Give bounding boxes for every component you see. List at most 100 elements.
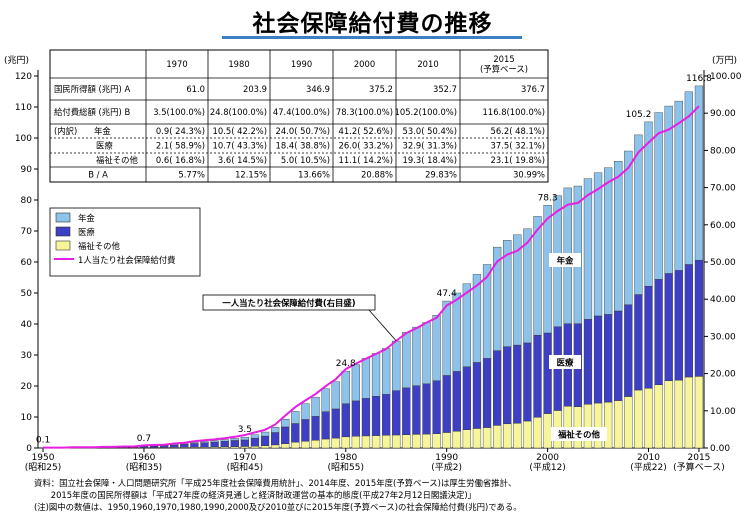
bar-medical: [442, 375, 451, 433]
bar-medical: [402, 387, 411, 435]
table-cell: 5.0( 10.5%): [281, 155, 330, 165]
bar-medical: [412, 385, 421, 435]
table-cell: 24.8(100.0%): [210, 107, 267, 117]
x-tick-label: 2010: [637, 453, 660, 463]
right-tick-label: 30.00: [710, 332, 736, 342]
right-tick-label: 80.00: [710, 146, 736, 156]
x-tick-sublabel: (昭和55): [328, 462, 364, 473]
x-tick-sublabel: (昭和45): [227, 462, 263, 473]
table-cell: 116.8(100.0%): [483, 107, 545, 117]
total-data-label: 116.8: [686, 74, 712, 84]
bar-pension: [371, 353, 381, 397]
bar-pension: [674, 100, 683, 271]
right-tick-label: 20.00: [710, 370, 736, 380]
bar-medical: [210, 441, 219, 448]
bar-welfare: [583, 404, 593, 449]
bar-medical: [170, 444, 179, 448]
bar-pension: [220, 439, 229, 442]
bar-welfare: [462, 429, 471, 449]
bar-medical: [180, 444, 189, 448]
bar-pension: [472, 274, 482, 363]
footnote-source-2: 2015年度の国民所得額は「平成27年度の経済見通しと経済財政運営の基本的態度(…: [34, 490, 477, 500]
bar-medical: [462, 366, 471, 430]
per-capita-callout-box: [202, 294, 376, 311]
x-tick-sublabel: (予算ベース): [673, 461, 725, 473]
bar-medical: [614, 310, 623, 401]
table-row-label: (内訳) 年金: [54, 126, 111, 136]
bar-medical: [432, 380, 441, 434]
bar-medical: [271, 432, 280, 446]
x-tick-sublabel: (昭和25): [25, 462, 61, 473]
bar-medical: [301, 419, 310, 442]
summary-table: 1970 1980 1990 2000 2010 2015(予算ベース) 国民所得額 (兆円…: [49, 49, 549, 183]
bar-pension: [432, 315, 441, 381]
bar-pension: [230, 438, 239, 441]
bar-pension: [604, 167, 613, 315]
callout-pointer: [368, 309, 397, 342]
table-cell: 10.5( 42.2%): [213, 126, 267, 136]
table-cell: 30.99%: [513, 170, 545, 180]
bar-pension: [271, 427, 280, 433]
bar-welfare: [674, 379, 683, 449]
bar-medical: [291, 423, 300, 443]
bar-medical: [422, 383, 431, 435]
per-capita-callout-text: 一人当たり社会保障給付費(右目盛): [222, 298, 355, 308]
total-data-label: 78.3: [538, 193, 558, 203]
bar-pension: [301, 403, 310, 420]
bar-welfare: [382, 435, 391, 449]
table-cell: 32.9( 31.3%): [403, 141, 457, 151]
table-header-cell-sub: (予算ベース): [480, 64, 528, 74]
bar-pension: [250, 434, 260, 439]
bar-pension: [321, 388, 330, 412]
x-tick-label: 1950: [32, 453, 55, 463]
bar-medical: [523, 342, 532, 422]
bar-welfare: [260, 445, 270, 449]
footnotes: 資料：国立社会保障・人口問題研究所「平成25年度社会保障費用統計」、2014年度…: [34, 477, 739, 513]
table-cell: 12.15%: [235, 170, 267, 180]
bar-welfare: [250, 445, 260, 449]
bar-welfare: [684, 376, 693, 449]
left-axis-unit: (兆円): [4, 55, 29, 66]
bars-layer: [38, 85, 704, 449]
bar-pension: [392, 340, 401, 391]
table-header-cell: 2000: [354, 59, 375, 69]
title-underline: [222, 36, 522, 39]
table-cell: 53.0( 50.4%): [403, 126, 457, 136]
bar-welfare: [422, 433, 431, 449]
bar-welfare: [664, 380, 673, 449]
footnote-source-1: 資料：国立社会保障・人口問題研究所「平成25年度社会保障費用統計」、2014年度…: [34, 478, 517, 488]
bar-pension: [543, 205, 552, 334]
right-tick-label: 70.00: [710, 184, 736, 194]
bar-pension: [351, 364, 360, 402]
bar-welfare: [371, 435, 381, 449]
table-cell: 2.1( 58.9%): [156, 141, 205, 151]
bar-medical: [543, 332, 552, 414]
bar-medical: [644, 285, 653, 389]
bar-pension: [624, 150, 633, 305]
legend-label: 医療: [78, 227, 95, 237]
bar-medical: [654, 279, 663, 385]
table-cell: 24.0( 50.7%): [276, 126, 330, 136]
bar-welfare: [361, 435, 371, 449]
bar-medical: [149, 445, 159, 448]
bar-welfare: [644, 387, 653, 449]
legend-swatch-medical: [55, 226, 71, 237]
bar-pension: [412, 326, 421, 386]
bar-medical: [311, 416, 320, 441]
bar-pension: [382, 348, 391, 395]
table-row-label: 医療: [96, 141, 113, 151]
left-tick-label: 90: [21, 165, 33, 175]
table-row-label: B / A: [88, 170, 108, 180]
bar-welfare: [593, 402, 603, 449]
bar-pension: [260, 431, 270, 437]
bar-pension: [523, 228, 532, 344]
bar-pension: [442, 300, 451, 376]
medical-region-label-bg: [549, 355, 581, 369]
bar-pension: [583, 178, 593, 320]
table-row-label: 給付費総額 (兆円) B: [54, 107, 130, 117]
bar-medical: [220, 441, 229, 448]
table-row-label: 国民所得額 (兆円) A: [54, 84, 130, 94]
bar-pension: [200, 441, 209, 443]
